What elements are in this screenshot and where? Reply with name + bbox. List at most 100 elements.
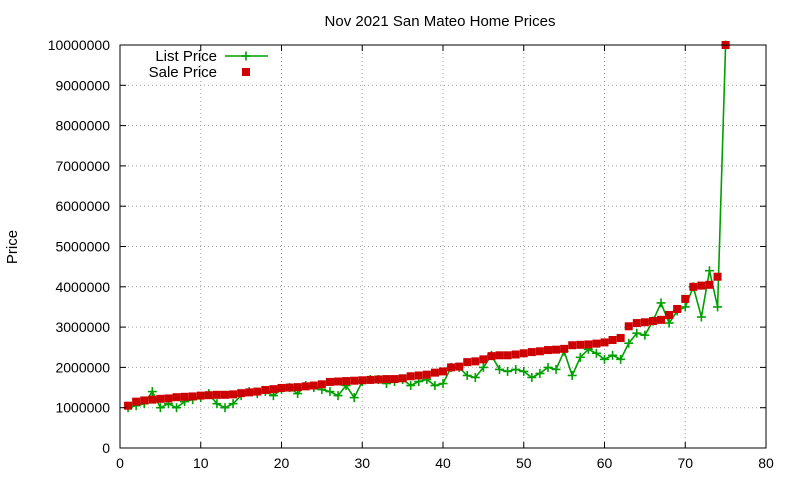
list-price-point	[325, 387, 335, 397]
sale-price-point	[616, 333, 625, 342]
list-price-point	[333, 391, 343, 401]
sale-price-point	[511, 350, 520, 359]
sale-price-point	[390, 375, 399, 384]
sale-price-point	[309, 381, 318, 390]
sale-price-point	[576, 340, 585, 349]
sale-price-point	[640, 318, 649, 327]
sale-price-point	[188, 392, 197, 401]
x-tick-label: 30	[354, 455, 370, 471]
sale-price-point	[495, 351, 504, 360]
sale-price-point	[277, 383, 286, 392]
y-tick-label: 6000000	[55, 198, 110, 214]
list-price-point	[551, 364, 561, 374]
list-price-point	[172, 403, 182, 413]
legend-marker-sale-price	[242, 68, 250, 76]
list-price-point	[212, 399, 222, 409]
sale-price-point	[156, 394, 165, 403]
y-tick-label: 1000000	[55, 400, 110, 416]
sale-price-point	[455, 362, 464, 371]
y-tick-label: 5000000	[55, 239, 110, 255]
sale-price-point	[681, 294, 690, 303]
sale-price-point	[527, 348, 536, 357]
list-price-point	[228, 399, 238, 409]
list-price-point	[575, 352, 585, 362]
y-tick-label: 0	[102, 440, 110, 456]
list-price-point	[511, 364, 521, 374]
sale-price-point	[519, 349, 528, 358]
sale-price-point	[245, 388, 254, 397]
legend-label-list-price: List Price	[155, 48, 217, 65]
list-price-point	[640, 330, 650, 340]
sale-price-point	[414, 371, 423, 380]
sale-price-point	[196, 391, 205, 400]
sale-price-point	[463, 358, 472, 367]
sale-price-point	[479, 355, 488, 364]
sale-price-point	[535, 347, 544, 356]
sale-price-point	[253, 387, 262, 396]
list-price-point	[608, 350, 618, 360]
sale-price-point	[261, 385, 270, 394]
list-price-point	[147, 387, 157, 397]
list-price-point	[600, 354, 609, 364]
sale-price-point	[697, 281, 706, 290]
y-tick-label: 10000000	[48, 37, 111, 53]
sale-price-point	[358, 376, 367, 385]
sale-price-point	[422, 370, 431, 379]
sale-price-point	[229, 390, 238, 399]
sale-price-point	[398, 374, 407, 383]
list-price-point	[713, 302, 723, 312]
sale-price-point	[713, 272, 722, 281]
x-tick-label: 20	[274, 455, 290, 471]
sale-price-point	[124, 401, 133, 410]
x-tick-label: 0	[116, 455, 124, 471]
list-price-point	[495, 364, 505, 374]
sale-price-point	[503, 351, 512, 360]
series-layer	[123, 40, 731, 413]
sale-price-point	[204, 391, 213, 400]
list-price-point	[664, 318, 674, 328]
x-tick-label: 60	[597, 455, 613, 471]
list-price-point	[519, 366, 529, 376]
sale-price-point	[317, 380, 326, 389]
chart-title: Nov 2021 San Mateo Home Prices	[325, 13, 556, 30]
sale-price-point	[342, 377, 351, 386]
list-price-point	[470, 372, 480, 382]
sale-price-point	[430, 368, 439, 377]
list-price-point	[535, 368, 545, 378]
y-tick-label: 9000000	[55, 77, 110, 93]
sale-price-point	[237, 389, 246, 398]
sale-price-point	[592, 339, 601, 348]
sale-price-point	[487, 352, 496, 361]
list-price-point	[406, 381, 416, 391]
y-tick-label: 4000000	[55, 279, 110, 295]
list-price-point	[543, 362, 553, 372]
sale-price-point	[560, 344, 569, 353]
legend-label-sale-price: Sale Price	[149, 64, 217, 81]
sale-price-point	[406, 372, 415, 381]
sale-price-point	[148, 395, 157, 404]
sale-price-point	[705, 280, 714, 289]
sale-price-point	[471, 357, 480, 366]
list-price-point	[220, 403, 230, 413]
x-tick-label: 80	[758, 455, 774, 471]
sale-price-point	[447, 363, 456, 372]
list-price-point	[696, 312, 706, 322]
list-price-point	[591, 348, 601, 358]
list-price-point	[527, 372, 537, 382]
sale-price-point	[140, 396, 149, 405]
list-price-point	[430, 381, 440, 391]
sale-price-point	[552, 345, 561, 354]
sale-price-point	[212, 390, 221, 399]
sale-price-point	[220, 390, 229, 399]
axes: 0 10 20 30 40 50 60 70 80 0 1000000 2000000 3000000 4…	[48, 37, 774, 471]
sale-price-point	[285, 383, 294, 392]
sale-price-point	[172, 393, 181, 402]
x-tick-label: 50	[516, 455, 532, 471]
list-price-point	[632, 328, 642, 338]
sale-price-point	[164, 394, 173, 403]
list-price-point	[656, 298, 666, 308]
sale-price-point	[543, 346, 552, 355]
list-price-point	[616, 354, 626, 364]
sale-price-point	[374, 375, 383, 384]
